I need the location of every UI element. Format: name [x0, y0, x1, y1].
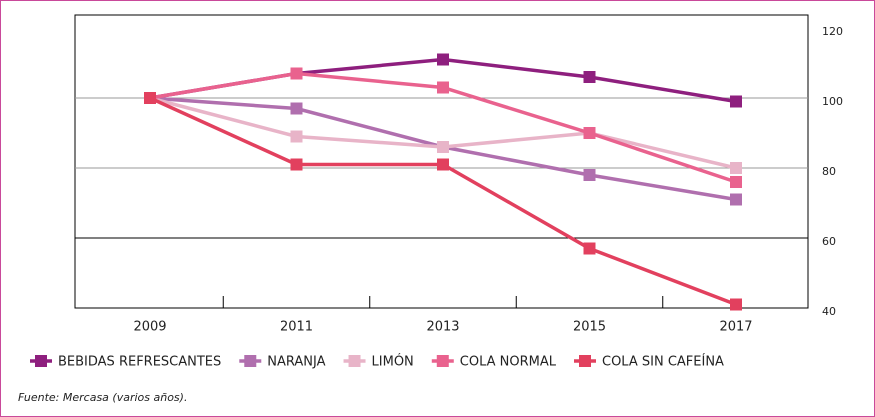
marker — [290, 130, 303, 143]
marker — [583, 169, 596, 181]
marker — [583, 242, 596, 255]
plot-frame — [74, 14, 809, 309]
marker — [437, 53, 449, 66]
marker — [437, 81, 449, 94]
x-tick-label: 2015 — [573, 320, 606, 335]
y-tick-label: 100 — [822, 95, 843, 108]
legend-label: COLA NORMAL — [460, 355, 557, 370]
legend-marker — [436, 355, 449, 367]
legend-marker — [35, 355, 47, 367]
marker — [144, 92, 156, 104]
marker — [730, 162, 742, 174]
legend-marker — [348, 355, 361, 367]
marker — [437, 141, 449, 153]
marker — [730, 193, 742, 206]
y-tick-label: 80 — [822, 165, 836, 178]
marker — [290, 158, 303, 171]
source-note: Fuente: Mercasa (varios años). — [18, 391, 187, 404]
legend-label: NARANJA — [267, 355, 325, 370]
legend-marker — [579, 355, 591, 367]
marker — [730, 298, 742, 311]
marker — [290, 67, 303, 80]
legend-label: BEBIDAS REFRESCANTES — [58, 355, 221, 370]
marker — [730, 176, 742, 188]
legend-label: LIMÓN — [372, 354, 414, 370]
x-tick-label: 2013 — [426, 320, 459, 335]
marker — [583, 127, 596, 139]
marker — [437, 158, 449, 171]
marker — [290, 102, 303, 115]
x-tick-label: 2017 — [719, 320, 752, 335]
y-tick-label: 120 — [822, 25, 843, 38]
x-tick-label: 2009 — [133, 320, 166, 335]
legend-label: COLA SIN CAFEÍNA — [602, 354, 724, 370]
legend-marker — [244, 355, 257, 367]
y-tick-label: 40 — [822, 305, 836, 318]
x-tick-label: 2011 — [280, 320, 313, 335]
marker — [583, 71, 596, 83]
y-tick-label: 60 — [822, 235, 836, 248]
marker — [730, 95, 742, 108]
